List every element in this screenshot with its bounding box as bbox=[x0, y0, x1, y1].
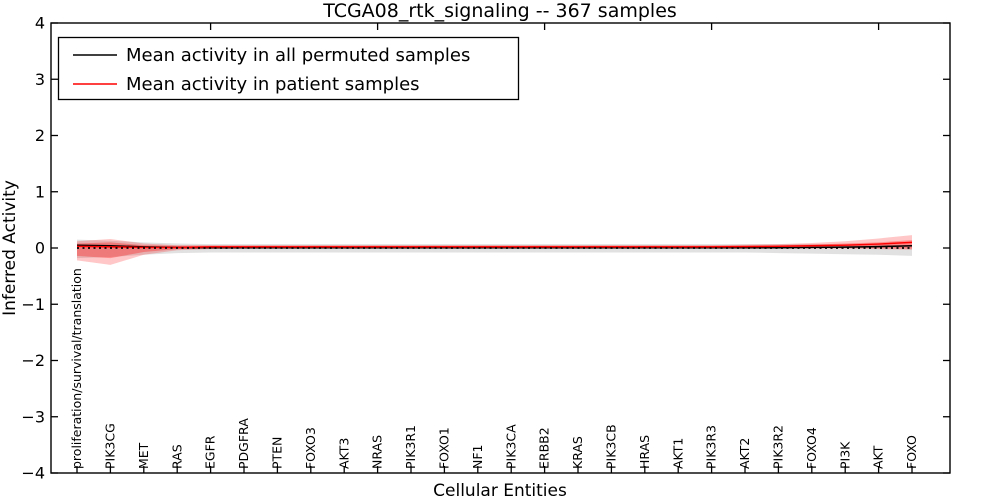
y-tick-label: 1 bbox=[35, 182, 45, 201]
y-tick-label: −1 bbox=[21, 295, 45, 314]
legend-label-permuted: Mean activity in all permuted samples bbox=[126, 45, 470, 66]
category-tick-label: PDGFRA bbox=[236, 418, 251, 469]
category-tick-label: PI3K bbox=[837, 441, 852, 469]
legend-entry-permuted: Mean activity in all permuted samples bbox=[73, 45, 470, 66]
y-axis-label: Inferred Activity bbox=[0, 180, 20, 316]
category-tick-label: NRAS bbox=[370, 435, 385, 469]
plot-area: 4 3 2 1 0 −1 −2 −3 −4 proliferation/survival/tran… bbox=[21, 14, 951, 483]
category-tick-label: HRAS bbox=[637, 435, 652, 469]
category-tick-label: AKT3 bbox=[336, 438, 351, 469]
legend: Mean activity in all permuted samples Me… bbox=[57, 36, 520, 101]
y-tick-label: 4 bbox=[35, 14, 45, 33]
category-tick-label: proliferation/survival/translation bbox=[69, 268, 84, 469]
category-tick-label: FOXO3 bbox=[303, 427, 318, 469]
category-tick-label: PIK3R2 bbox=[771, 425, 786, 469]
y-tick-label: −3 bbox=[21, 407, 45, 426]
y-tick-label: 3 bbox=[35, 70, 45, 89]
category-tick-label: KRAS bbox=[570, 436, 585, 469]
category-tick-label: AKT bbox=[871, 445, 886, 469]
y-tick-label: −4 bbox=[21, 464, 45, 483]
y-tick-label: −2 bbox=[21, 351, 45, 370]
category-tick-label: MET bbox=[136, 442, 151, 469]
legend-label-patient: Mean activity in patient samples bbox=[126, 74, 420, 95]
category-tick-label: PTEN bbox=[270, 437, 285, 469]
category-tick-label: NF1 bbox=[470, 445, 485, 470]
y-tick-label: 0 bbox=[35, 239, 45, 258]
legend-entry-patient: Mean activity in patient samples bbox=[73, 74, 420, 95]
chart-title: TCGA08_rtk_signaling -- 367 samples bbox=[322, 0, 677, 22]
category-tick-label: AKT2 bbox=[737, 438, 752, 469]
category-tick-label: ERBB2 bbox=[537, 427, 552, 469]
category-tick-label: FOXO bbox=[904, 435, 919, 469]
series-line-1 bbox=[76, 241, 913, 249]
category-tick-label: RAS bbox=[169, 444, 184, 469]
category-tick-label: PIK3CB bbox=[604, 424, 619, 469]
category-tick-label: EGFR bbox=[203, 435, 218, 469]
category-tick-label: FOXO1 bbox=[437, 427, 452, 469]
category-tick-label: FOXO4 bbox=[804, 427, 819, 469]
band-0 bbox=[77, 239, 912, 259]
legend-box bbox=[57, 36, 520, 101]
category-tick-label: PIK3CA bbox=[503, 424, 518, 469]
category-tick-label: AKT1 bbox=[670, 438, 685, 469]
category-tick-label: PIK3CG bbox=[103, 423, 118, 469]
x-axis-label: Cellular Entities bbox=[433, 481, 567, 500]
category-tick-label: PIK3R3 bbox=[704, 425, 719, 469]
y-tick-label: 2 bbox=[35, 126, 45, 145]
category-tick-label: PIK3R1 bbox=[403, 425, 418, 469]
